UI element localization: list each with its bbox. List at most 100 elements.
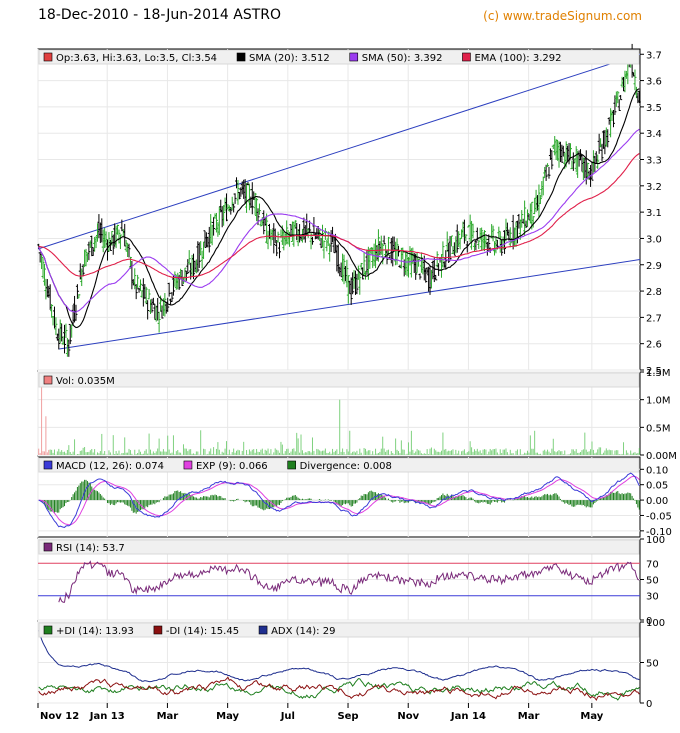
candle: [107, 232, 111, 252]
panel-0-ytick-label-5: 3.0: [646, 234, 662, 245]
adx-line: [38, 630, 640, 683]
candle: [617, 99, 621, 111]
panel-2-legend-swatch-1: [183, 460, 193, 470]
panel-2-legend-swatch-2: [287, 460, 296, 470]
panel-4-ytick-label-0: 0: [646, 699, 652, 710]
panel-0-ytick-label-12: 3.7: [646, 50, 662, 61]
candle: [224, 193, 228, 222]
panel-0-legend-label-2: SMA (50): 3.392: [362, 53, 443, 64]
panel-4-legend-bar: [38, 622, 640, 638]
candle: [50, 304, 54, 318]
candle: [530, 201, 534, 230]
candle: [167, 282, 171, 297]
candle: [173, 271, 177, 287]
candle: [247, 183, 251, 211]
candle: [104, 231, 108, 248]
panel-0-legend-label-0: Op:3.63, Hi:3.63, Lo:3.5, Cl:3.54: [56, 53, 217, 64]
panel-3-ytick-label-0: 0: [646, 616, 652, 627]
panel-2-ytick-label-1: -0.05: [646, 511, 672, 522]
panel-0-ytick-label-7: 3.2: [646, 182, 662, 193]
candle: [171, 274, 175, 296]
chart-header-title: 18-Dec-2010 - 18-Jun-2014 ASTRO: [38, 7, 282, 23]
panel-4-legend-swatch-0: [43, 625, 53, 635]
candle: [547, 166, 551, 179]
panel-4-legend-label-0: +DI (14): 13.93: [56, 626, 134, 637]
x-tick-label-5: Sep: [337, 711, 358, 722]
panel-0-legend-swatch-1: [236, 52, 246, 62]
panel-3-legend-swatch-0: [43, 542, 53, 552]
candle: [503, 230, 507, 254]
ema100-line: [38, 153, 640, 279]
candle: [385, 250, 389, 265]
panel-frame-0: [37, 48, 641, 371]
copyright-notice[interactable]: (c) www.tradeSignum.com: [483, 9, 642, 23]
x-tick-label-4: Jul: [280, 711, 295, 722]
candle: [186, 259, 190, 274]
candle: [356, 265, 360, 280]
candle: [322, 240, 326, 259]
volume-bars: [38, 385, 640, 455]
panel-0-ytick-label-2: 2.7: [646, 313, 662, 324]
candle: [448, 236, 452, 260]
candle: [477, 240, 481, 249]
candle: [192, 253, 196, 280]
candle: [497, 226, 501, 239]
candle: [634, 86, 638, 99]
candle: [272, 223, 276, 254]
candle: [41, 258, 45, 279]
candle: [203, 230, 207, 248]
candle: [520, 210, 524, 228]
candle: [445, 231, 449, 253]
panel-1-legend-label-0: Vol: 0.035M: [56, 376, 115, 387]
panel-2-legend-label-1: EXP (9): 0.066: [196, 461, 268, 472]
candle: [257, 203, 261, 215]
panel-0-legend-label-1: SMA (20): 3.512: [249, 53, 330, 64]
candle: [597, 133, 601, 154]
x-tick-label-8: Mar: [518, 711, 540, 722]
candle: [255, 197, 259, 222]
candle: [523, 200, 527, 236]
candle: [58, 319, 62, 344]
panel-0-ytick-label-0: 2.5: [646, 366, 662, 377]
candle: [157, 311, 161, 333]
candle: [278, 242, 282, 259]
sma20-line: [38, 88, 640, 329]
candle: [232, 203, 236, 213]
candle: [361, 267, 365, 280]
candle: [619, 94, 623, 101]
panel-0-legend-label-3: EMA (100): 3.292: [474, 53, 561, 64]
panel-3-ytick-label-1: 50: [646, 576, 659, 587]
candle: [310, 236, 314, 245]
panel-3-ytick-label-2: 100: [646, 535, 665, 546]
candle: [434, 274, 438, 281]
candle: [616, 90, 620, 104]
candle: [637, 90, 641, 104]
panel-0-legend-swatch-0: [43, 52, 53, 62]
candle: [196, 241, 200, 273]
x-tick-label-2: Mar: [157, 711, 179, 722]
candle: [116, 224, 120, 235]
panel-0-ytick-label-4: 2.9: [646, 261, 662, 272]
panel-1-ytick-label-1: 0.5M: [646, 423, 671, 434]
candle: [54, 317, 58, 336]
panel-0-ytick-label-1: 2.6: [646, 340, 662, 351]
candle: [262, 210, 266, 235]
candle: [75, 284, 79, 299]
candle: [67, 339, 71, 357]
candle: [237, 191, 241, 200]
candle: [491, 225, 495, 242]
candle: [64, 323, 68, 338]
candle: [351, 272, 355, 295]
candle: [550, 150, 554, 170]
candle: [74, 304, 78, 321]
candle: [68, 323, 72, 345]
trend-line-lower: [59, 259, 641, 350]
candle: [127, 243, 131, 258]
panel-1-ytick-label-0: 0.00M: [646, 451, 677, 462]
candle: [285, 220, 289, 245]
candle: [57, 328, 61, 350]
panel-4-legend-swatch-1: [153, 625, 163, 635]
candle: [136, 274, 140, 290]
candle: [414, 253, 418, 280]
